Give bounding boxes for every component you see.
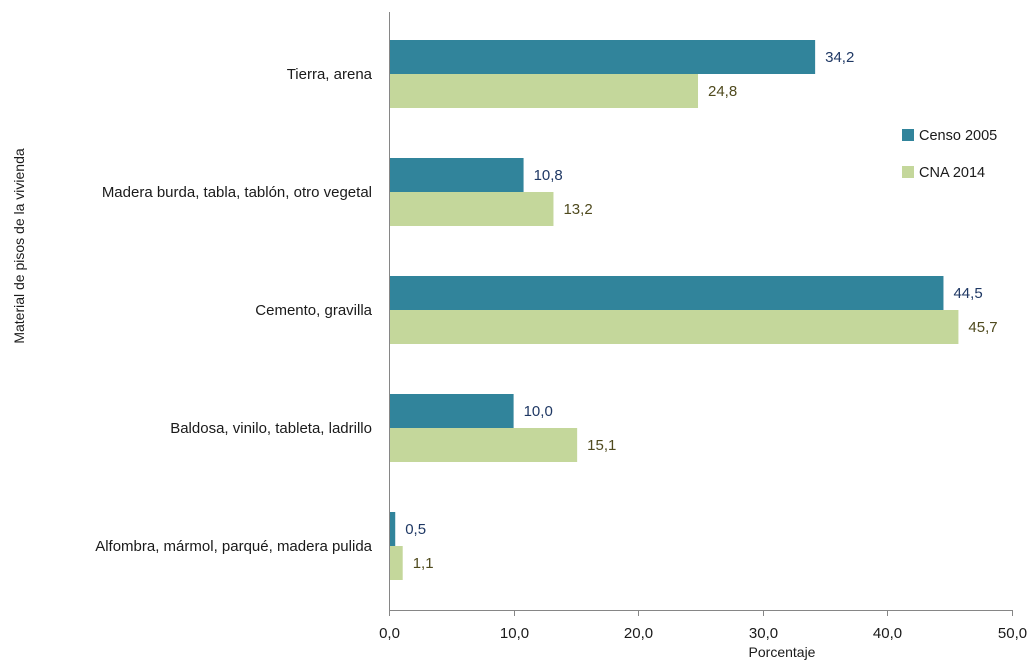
bar (389, 512, 396, 546)
legend-swatch (902, 129, 914, 141)
bar (389, 192, 554, 226)
data-label: 10,8 (534, 167, 563, 184)
legend-swatch (902, 166, 914, 178)
x-tick-label: 10,0 (500, 625, 529, 642)
x-tick-label: 0,0 (379, 625, 400, 642)
x-tick-label: 50,0 (998, 625, 1027, 642)
category-label: Tierra, arena (287, 66, 373, 83)
data-label: 15,1 (587, 437, 616, 454)
category-label: Cemento, gravilla (255, 302, 372, 319)
bar (389, 40, 816, 74)
bar (389, 158, 524, 192)
data-label: 1,1 (413, 555, 434, 572)
data-label: 0,5 (405, 521, 426, 538)
data-label: 45,7 (968, 319, 997, 336)
bar (389, 428, 578, 462)
bar (389, 394, 514, 428)
data-label: 10,0 (524, 403, 553, 420)
data-label: 24,8 (708, 83, 737, 100)
x-axis-title: Porcentaje (749, 644, 816, 660)
category-label: Baldosa, vinilo, tableta, ladrillo (170, 420, 372, 437)
bar (389, 276, 944, 310)
data-label: 34,2 (825, 49, 854, 66)
data-label: 13,2 (563, 201, 592, 218)
category-label: Alfombra, mármol, parqué, madera pulida (95, 538, 372, 555)
x-tick-label: 30,0 (749, 625, 778, 642)
bar (389, 74, 699, 108)
y-axis-title: Material de pisos de la vivienda (11, 148, 27, 344)
bar (389, 546, 403, 580)
x-tick-label: 20,0 (624, 625, 653, 642)
category-label: Madera burda, tabla, tablón, otro vegeta… (102, 184, 372, 201)
data-label: 44,5 (953, 285, 982, 302)
legend-label: Censo 2005 (919, 128, 997, 144)
legend-label: CNA 2014 (919, 165, 985, 181)
x-tick-label: 40,0 (873, 625, 902, 642)
bar (389, 310, 959, 344)
